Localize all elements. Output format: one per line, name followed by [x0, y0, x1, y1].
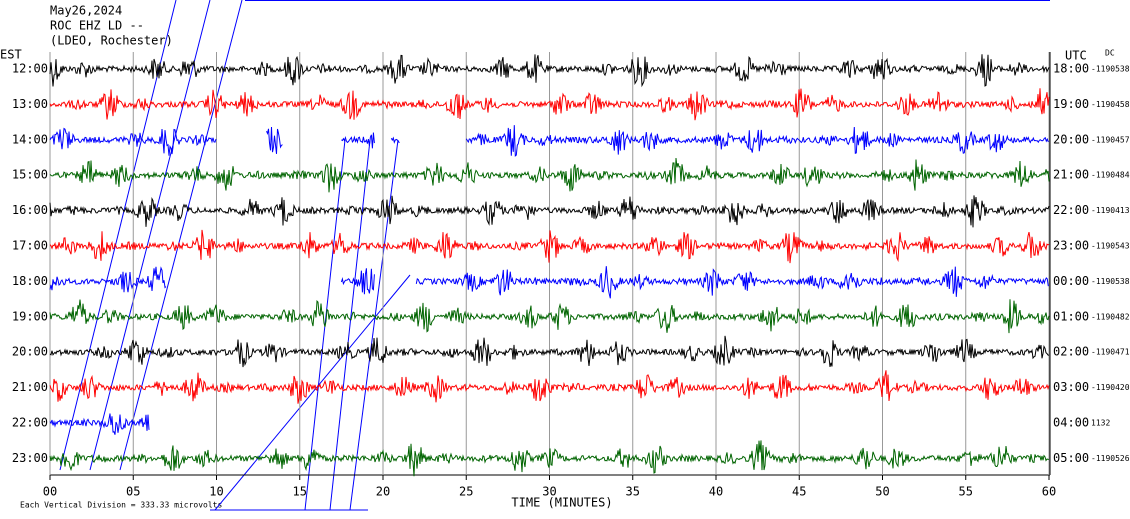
trace	[49, 88, 1050, 121]
trace	[49, 54, 1050, 88]
est-label: 21:00	[12, 380, 48, 394]
utc-label: 18:00	[1053, 62, 1089, 76]
dc-value: -1190484	[1091, 171, 1130, 180]
dc-value: -1190526	[1091, 454, 1130, 463]
utc-label: 20:00	[1053, 132, 1089, 146]
trace	[341, 132, 375, 149]
trace	[49, 229, 1050, 264]
x-tick-label: 20	[376, 485, 390, 499]
est-label: 12:00	[12, 62, 48, 76]
scale-note: Each Vertical Division = 333.33 microvol…	[20, 501, 222, 510]
est-label: 16:00	[12, 203, 48, 217]
utc-label: 00:00	[1053, 274, 1089, 288]
dc-value: 1132	[1091, 419, 1110, 428]
est-label: 14:00	[12, 132, 48, 146]
est-label: 22:00	[12, 416, 48, 430]
est-label: 20:00	[12, 345, 48, 359]
est-label: 23:00	[12, 451, 48, 465]
station-label: (LDEO, Rochester)	[50, 34, 173, 48]
utc-label: 23:00	[1053, 239, 1089, 253]
transient-line	[214, 274, 411, 511]
transient-line	[329, 139, 371, 511]
trace	[465, 125, 1049, 157]
x-tick-label: 00	[43, 485, 57, 499]
transient-line	[89, 0, 211, 471]
transient-line	[349, 139, 399, 511]
transient-line	[119, 0, 243, 471]
dc-value: -1190413	[1091, 206, 1130, 215]
trace	[49, 299, 1050, 334]
trace	[49, 195, 1050, 228]
est-label: 18:00	[12, 274, 48, 288]
dc-value: -1190538	[1091, 277, 1130, 286]
x-axis-label: TIME (MINUTES)	[511, 496, 612, 510]
trace	[390, 136, 400, 144]
x-tick-label: 45	[792, 485, 806, 499]
trace	[49, 370, 1050, 404]
chart-subtitle: ROC EHZ LD --	[50, 19, 144, 33]
dc-value: -1190471	[1091, 348, 1130, 357]
x-tick-label: 15	[293, 485, 307, 499]
utc-label: 21:00	[1053, 168, 1089, 182]
trace	[266, 126, 283, 154]
x-tick-label: 35	[626, 485, 640, 499]
x-tick-label: 40	[709, 485, 723, 499]
utc-label: 05:00	[1053, 451, 1089, 465]
est-label: 19:00	[12, 309, 48, 323]
utc-label: 03:00	[1053, 380, 1089, 394]
utc-label: 02:00	[1053, 345, 1089, 359]
utc-label: 04:00	[1053, 416, 1089, 430]
x-tick-label: 30	[542, 485, 556, 499]
est-label: 15:00	[12, 168, 48, 182]
x-tick-label: 60	[1042, 485, 1056, 499]
trace	[340, 268, 375, 295]
dc-value: -1190482	[1091, 312, 1130, 321]
utc-label: 22:00	[1053, 203, 1089, 217]
dc-label: DC	[1105, 49, 1115, 58]
right-axis-label: UTC	[1065, 49, 1087, 63]
x-tick-label: 50	[875, 485, 889, 499]
est-label: 13:00	[12, 97, 48, 111]
utc-label: 19:00	[1053, 97, 1089, 111]
transient-line	[59, 0, 177, 471]
x-tick-label: 25	[459, 485, 473, 499]
dc-value: -1190543	[1091, 242, 1130, 251]
trace	[415, 266, 1049, 299]
dc-value: -1190458	[1091, 100, 1130, 109]
x-tick-label: 05	[126, 485, 140, 499]
trace	[49, 335, 1050, 368]
trace	[49, 413, 150, 435]
est-label: 17:00	[12, 239, 48, 253]
utc-label: 01:00	[1053, 309, 1089, 323]
left-axis-label: EST	[0, 48, 22, 62]
x-tick-label: 10	[209, 485, 223, 499]
trace	[49, 266, 167, 293]
trace	[49, 127, 217, 156]
trace	[49, 157, 1050, 193]
dc-value: -1190457	[1091, 135, 1130, 144]
dc-value: -1190420	[1091, 383, 1130, 392]
trace	[49, 440, 1050, 477]
chart-title: May26,2024	[50, 4, 122, 18]
x-tick-label: 55	[959, 485, 973, 499]
dc-value: -1190538	[1091, 65, 1130, 74]
